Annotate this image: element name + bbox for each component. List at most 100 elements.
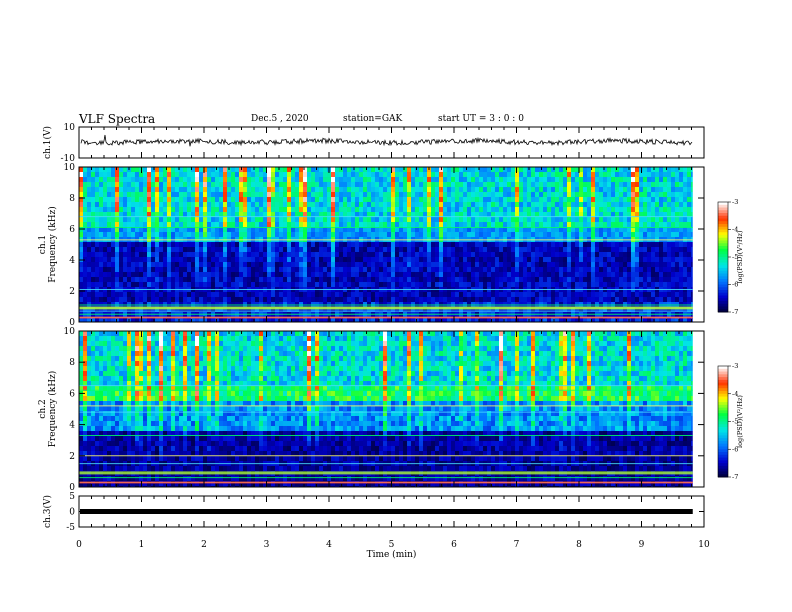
spectrogram-cell — [539, 187, 543, 192]
spectrogram-cell — [99, 207, 103, 212]
spectrogram-cell — [367, 212, 371, 217]
spectrogram-cell — [651, 277, 655, 282]
spectrogram-cell — [659, 282, 663, 287]
spectrogram-cell — [299, 227, 303, 232]
spectrogram-cell — [203, 252, 207, 257]
spectrogram-cell — [463, 317, 467, 322]
spectrogram-cell — [119, 212, 123, 217]
spectrogram-cell — [623, 177, 627, 182]
spectrogram-cell — [619, 222, 623, 227]
spectrogram-cell — [591, 267, 595, 272]
spectrogram-cell — [91, 247, 95, 252]
spectrogram-cell — [159, 232, 163, 237]
spectrogram-cell — [263, 222, 267, 227]
spectrogram-cell — [563, 262, 567, 267]
spectrogram-cell — [155, 202, 159, 207]
spectrogram-cell — [139, 222, 143, 227]
spectrogram-cell — [407, 182, 411, 187]
spectrogram-cell — [127, 197, 131, 202]
spectrogram-cell — [307, 187, 311, 192]
spectrogram-cell — [179, 262, 183, 267]
colorbar-swatch — [718, 237, 728, 241]
spectrogram-cell — [315, 222, 319, 227]
spectrogram-cell — [155, 252, 159, 257]
spectrogram-cell — [251, 207, 255, 212]
spectrogram-cell — [503, 192, 507, 197]
spectrogram-cell — [87, 187, 91, 192]
spectrogram-cell — [631, 177, 635, 182]
spectrogram-cell — [691, 282, 693, 287]
spectrogram-cell — [243, 217, 247, 222]
spectrogram-cell — [447, 232, 451, 237]
spectrogram-cell — [459, 197, 463, 202]
spectrogram-cell — [91, 177, 95, 182]
spectrogram-cell — [283, 207, 287, 212]
spectrogram-cell — [431, 167, 435, 172]
spectrogram-cell — [127, 252, 131, 257]
spectrogram-cell — [635, 257, 639, 262]
spectrogram-cell — [323, 172, 327, 177]
spectrogram-cell — [251, 282, 255, 287]
spectrogram-cell — [563, 217, 567, 222]
spectrogram-cell — [91, 222, 95, 227]
spectrogram-cell — [171, 182, 175, 187]
spectrogram-cell — [359, 242, 363, 247]
spectrogram-cell — [359, 282, 363, 287]
spectrogram-cell — [103, 262, 107, 267]
spectrogram-cell — [575, 222, 579, 227]
spectrogram-cell — [139, 177, 143, 182]
spectrogram-cell — [195, 272, 199, 277]
spectrogram-cell — [151, 262, 155, 267]
spectrogram-cell — [171, 262, 175, 267]
spectrogram-cell — [331, 187, 335, 192]
spectrogram-cell — [199, 222, 203, 227]
spectrogram-cell — [423, 217, 427, 222]
spectrogram-cell — [419, 197, 423, 202]
spectrogram-cell — [387, 272, 391, 277]
spectrogram-cell — [539, 277, 543, 282]
spectrogram-cell — [571, 297, 575, 302]
spectrogram-cell — [363, 272, 367, 277]
spectrogram-cell — [199, 282, 203, 287]
spectrogram-cell — [431, 247, 435, 252]
spectrogram-cell — [495, 177, 499, 182]
spectrogram-cell — [375, 277, 379, 282]
spectrogram-cell — [207, 172, 211, 177]
spectrogram-cell — [547, 187, 551, 192]
spectrogram-cell — [555, 192, 559, 197]
spectrogram-cell — [275, 267, 279, 272]
spectrogram-cell — [167, 167, 171, 172]
spectrogram-cell — [399, 212, 403, 217]
spectrogram-cell — [223, 282, 227, 287]
spectrogram-cell — [635, 197, 639, 202]
spectrogram-cell — [375, 227, 379, 232]
spectrogram-cell — [351, 167, 355, 172]
spectrogram-cell — [579, 222, 583, 227]
spectrogram-cell — [531, 247, 535, 252]
y-tick-label: 4 — [69, 256, 75, 266]
spectrogram-cell — [311, 277, 315, 282]
spectrogram-cell — [611, 202, 615, 207]
spectrogram-cell — [299, 187, 303, 192]
spectrogram-cell — [311, 227, 315, 232]
spectrogram-cell — [583, 182, 587, 187]
spectrogram-cell — [447, 262, 451, 267]
spectrogram-cell — [335, 167, 339, 172]
spectrogram-cell — [283, 257, 287, 262]
spectrogram-cell — [435, 227, 439, 232]
spectrogram-cell — [167, 212, 171, 217]
spectrogram-cell — [323, 227, 327, 232]
spectrogram-cell — [211, 257, 215, 262]
spectrogram-cell — [667, 197, 671, 202]
spectrogram-cell — [291, 247, 295, 252]
spectrogram-cell — [99, 262, 103, 267]
spectrogram-cell — [363, 217, 367, 222]
spectrogram-cell — [327, 282, 331, 287]
spectrogram-cell — [595, 247, 599, 252]
spectrogram-cell — [443, 257, 447, 262]
spectrogram-cell — [391, 182, 395, 187]
spectrogram-cell — [503, 202, 507, 207]
spectrogram-cell — [163, 187, 167, 192]
spectrogram-cell — [215, 227, 219, 232]
